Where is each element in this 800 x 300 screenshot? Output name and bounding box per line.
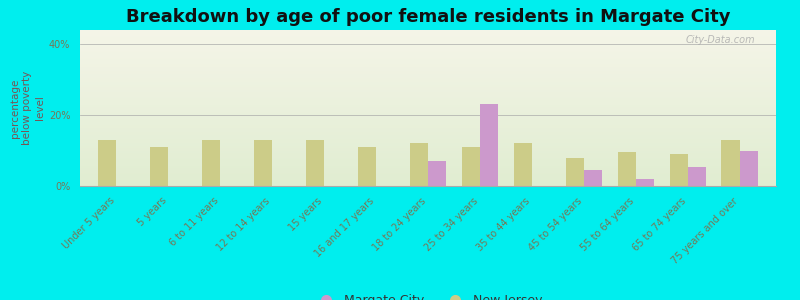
- Bar: [410, 143, 428, 186]
- Bar: [618, 152, 636, 186]
- Y-axis label: percentage
below poverty
level: percentage below poverty level: [10, 71, 45, 145]
- Text: City-Data.com: City-Data.com: [686, 35, 755, 45]
- Bar: [480, 104, 498, 186]
- Bar: [358, 147, 376, 186]
- Bar: [202, 140, 220, 186]
- Bar: [514, 143, 532, 186]
- Bar: [740, 151, 758, 186]
- Bar: [688, 167, 706, 186]
- Bar: [670, 154, 688, 186]
- Bar: [150, 147, 168, 186]
- Bar: [98, 140, 116, 186]
- Bar: [566, 158, 584, 186]
- Bar: [722, 140, 740, 186]
- Title: Breakdown by age of poor female residents in Margate City: Breakdown by age of poor female resident…: [126, 8, 730, 26]
- Bar: [428, 161, 446, 186]
- Bar: [584, 170, 602, 186]
- Bar: [462, 147, 480, 186]
- Bar: [306, 140, 324, 186]
- Bar: [254, 140, 272, 186]
- Bar: [636, 179, 654, 186]
- Legend: Margate City, New Jersey: Margate City, New Jersey: [309, 289, 547, 300]
